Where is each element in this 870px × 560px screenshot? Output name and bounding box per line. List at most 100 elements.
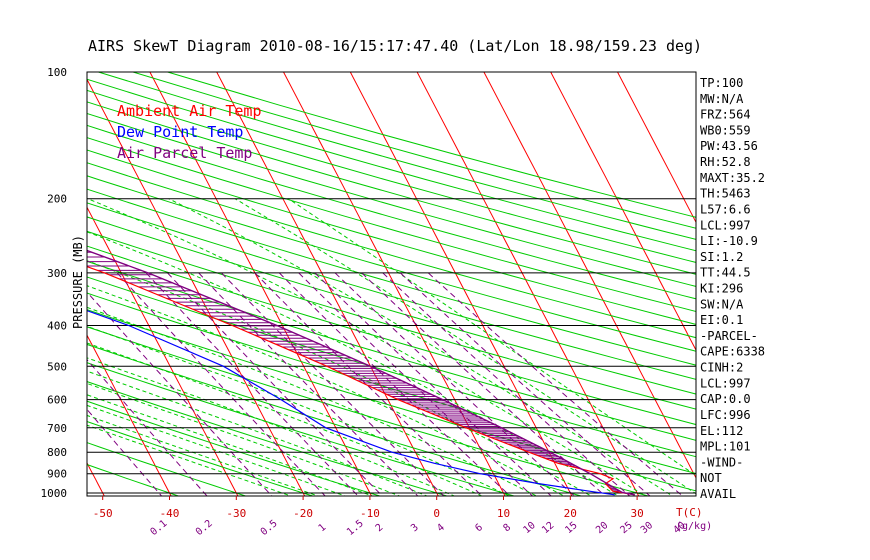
mixing-ratio-label: 3 bbox=[409, 522, 421, 534]
moist-adiabat-line bbox=[87, 306, 538, 496]
mixing-ratio-line bbox=[334, 272, 576, 496]
dry-adiabat-line bbox=[87, 464, 180, 496]
pressure-tick-label: 1000 bbox=[41, 487, 68, 500]
mixing-ratio-label: 0.2 bbox=[194, 518, 215, 538]
moist-adiabat-line bbox=[168, 198, 674, 496]
mixing-ratio-label: 30 bbox=[639, 520, 655, 536]
index-value: LI:-10.9 bbox=[700, 234, 758, 248]
index-value: SI:1.2 bbox=[700, 250, 743, 264]
dry-adiabat-line bbox=[87, 202, 696, 380]
bottom-axis-unit: T(C) bbox=[676, 506, 703, 519]
moist-adiabat-line bbox=[87, 414, 320, 496]
bottom-temp-tick-label: -40 bbox=[160, 507, 180, 520]
pressure-tick-label: 400 bbox=[47, 320, 67, 333]
dry-adiabat-line bbox=[87, 216, 696, 395]
dew-point-line bbox=[87, 310, 615, 496]
mixing-ratio-label: 12 bbox=[540, 520, 556, 536]
chart-title: AIRS SkewT Diagram 2010-08-16/15:17:47.4… bbox=[88, 37, 702, 55]
dry-adiabat-line bbox=[87, 175, 696, 352]
legend-item: Ambient Air Temp bbox=[117, 102, 262, 120]
bottom-temp-tick-label: 10 bbox=[497, 507, 510, 520]
cape-hatching bbox=[87, 251, 622, 493]
index-value: TP:100 bbox=[700, 76, 743, 90]
moist-adiabat-line bbox=[87, 285, 565, 496]
profiles bbox=[87, 249, 635, 496]
isotherm-line bbox=[149, 72, 373, 496]
dry-adiabat-line bbox=[87, 442, 248, 496]
mixing-ratio-line bbox=[382, 272, 631, 496]
pressure-tick-label: 800 bbox=[47, 446, 67, 459]
mixing-ratio-line bbox=[399, 272, 651, 496]
index-value: RH:52.8 bbox=[700, 155, 751, 169]
bottom-temp-tick-label: -20 bbox=[293, 507, 313, 520]
isotherm-line bbox=[87, 461, 105, 496]
mixing-ratio-line bbox=[427, 272, 684, 496]
mixing-ratio-line bbox=[361, 272, 606, 496]
index-value: WB0:559 bbox=[700, 123, 751, 137]
isotherm-line bbox=[87, 78, 306, 496]
bottom-temp-tick-label: 0 bbox=[433, 507, 440, 520]
dry-adiabat-line bbox=[87, 420, 315, 496]
isotherm-line bbox=[483, 72, 696, 479]
dry-adiabat-line bbox=[87, 343, 584, 496]
dry-adiabat-line bbox=[87, 89, 696, 263]
moist-adiabat-line bbox=[87, 260, 593, 496]
mixing-ratio-line bbox=[254, 272, 483, 496]
moist-adiabat-line bbox=[87, 370, 429, 496]
index-value: PW:43.56 bbox=[700, 139, 758, 153]
mixing-ratio-label: 2 bbox=[374, 522, 386, 534]
y-axis-label: PRESSURE (MB) bbox=[71, 235, 85, 329]
isotherm-line bbox=[283, 72, 506, 496]
moist-adiabat-line bbox=[87, 424, 293, 496]
index-value: SW:N/A bbox=[700, 297, 744, 311]
index-value: AVAIL bbox=[700, 487, 736, 501]
mixing-ratio-label: 8 bbox=[501, 522, 513, 534]
index-value: CAPE:6338 bbox=[700, 345, 765, 359]
moist-adiabat-line bbox=[87, 342, 483, 496]
pressure-tick-label: 500 bbox=[47, 360, 67, 373]
isotherm-line bbox=[416, 72, 640, 496]
moist-adiabat-line bbox=[87, 394, 374, 496]
mixing-ratio-label: 25 bbox=[619, 520, 635, 536]
legend-item: Dew Point Temp bbox=[117, 123, 243, 141]
index-value: CINH:2 bbox=[700, 361, 743, 375]
bottom-temp-tick-label: -30 bbox=[226, 507, 246, 520]
dry-adiabat-line bbox=[87, 276, 696, 458]
mixing-ratio-line bbox=[278, 272, 511, 496]
moist-adiabat-line bbox=[87, 404, 347, 496]
mixing-ratio-line bbox=[87, 291, 273, 496]
bottom-temp-tick-label: -50 bbox=[93, 507, 113, 520]
pressure-tick-label: 600 bbox=[47, 394, 67, 407]
index-value: LCL:997 bbox=[700, 376, 751, 390]
moist-adiabat-line bbox=[288, 198, 696, 477]
index-value: CAP:0.0 bbox=[700, 392, 751, 406]
dry-adiabat-line bbox=[87, 149, 696, 325]
mixing-ratio-line bbox=[198, 272, 419, 496]
pressure-tick-label: 100 bbox=[47, 66, 67, 79]
dry-adiabat-line bbox=[87, 245, 696, 426]
dry-adiabat-line bbox=[87, 326, 651, 496]
index-value: L57:6.6 bbox=[700, 203, 751, 217]
ambient-temp-line bbox=[87, 266, 635, 496]
isotherm-line bbox=[550, 72, 696, 352]
pressure-tick-label: 700 bbox=[47, 422, 67, 435]
dry-adiabat-line bbox=[87, 230, 696, 410]
index-value: MAXT:35.2 bbox=[700, 171, 765, 185]
index-value: -PARCEL- bbox=[700, 329, 758, 343]
plot-frame bbox=[86, 71, 697, 497]
legend-item: Air Parcel Temp bbox=[117, 144, 252, 162]
mixing-ratio-label: 6 bbox=[473, 522, 485, 534]
mixing-ratio-label: 1.5 bbox=[345, 518, 366, 538]
dry-adiabat-line bbox=[87, 162, 696, 339]
moist-adiabat-line bbox=[87, 198, 647, 496]
index-value: FRZ:564 bbox=[700, 108, 751, 122]
bottom-temp-tick-label: 20 bbox=[564, 507, 577, 520]
pressure-tick-label: 300 bbox=[47, 267, 67, 280]
isotherm-line bbox=[0, 72, 41, 502]
index-value: MW:N/A bbox=[700, 92, 744, 106]
dry-adiabat-line bbox=[87, 188, 696, 366]
index-value: NOT bbox=[700, 471, 722, 485]
pressure-tick-label: 900 bbox=[47, 468, 67, 481]
